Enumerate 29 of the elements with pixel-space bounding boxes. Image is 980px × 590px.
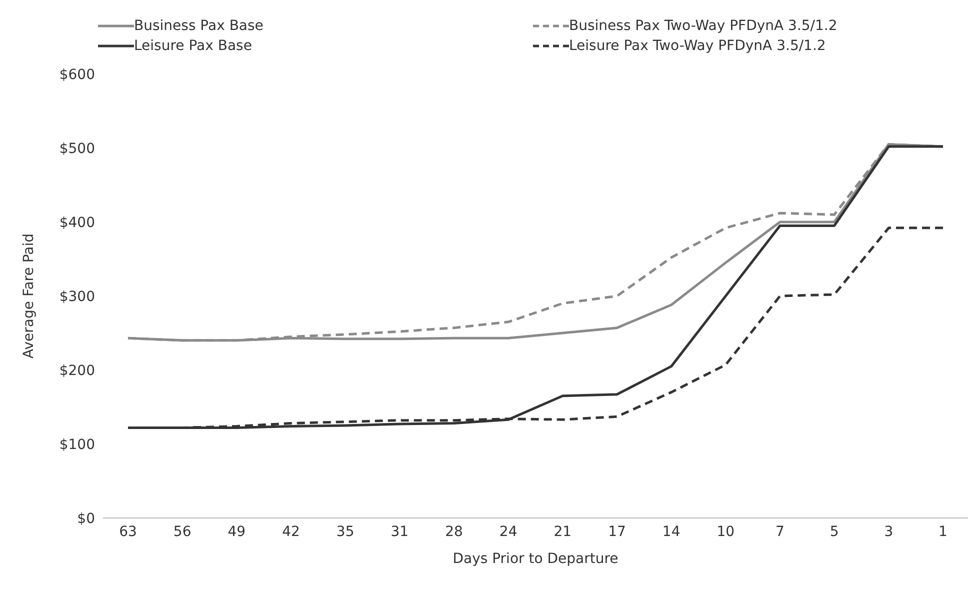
x-tick-label: 31 [390, 524, 409, 540]
legend-label: Leisure Pax Two-Way PFDynA 3.5/1.2 [569, 38, 826, 54]
y-tick-label: $600 [59, 66, 95, 83]
x-tick-label: 49 [228, 524, 246, 540]
x-tick-label: 21 [554, 524, 572, 540]
x-tick-label: 35 [336, 524, 354, 540]
legend-label: Business Pax Base [134, 18, 264, 34]
y-tick-label: $0 [77, 510, 95, 527]
x-tick-label: 5 [830, 524, 839, 540]
x-tick-label: 3 [884, 524, 894, 540]
legend-label: Leisure Pax Base [134, 38, 252, 54]
x-tick-label: 14 [662, 524, 680, 540]
x-tick-label: 24 [499, 524, 518, 540]
x-tick-label: 7 [776, 524, 784, 540]
y-tick-label: $400 [59, 214, 95, 231]
y-axis-title: Average Fare Paid [20, 234, 37, 358]
legend-label: Business Pax Two-Way PFDynA 3.5/1.2 [569, 18, 838, 34]
x-tick-label: 1 [938, 524, 948, 540]
x-tick-label: 63 [119, 524, 137, 540]
x-tick-label: 56 [173, 524, 192, 540]
x-tick-label: 28 [445, 524, 463, 540]
y-tick-label: $300 [59, 288, 95, 305]
x-tick-label: 17 [608, 524, 626, 540]
y-tick-label: $500 [59, 140, 95, 157]
x-tick-label: 42 [282, 524, 300, 540]
y-tick-label: $200 [59, 362, 95, 379]
y-tick-label: $100 [59, 436, 95, 453]
x-tick-label: 10 [716, 524, 735, 540]
x-axis-title: Days Prior to Departure [452, 551, 618, 567]
